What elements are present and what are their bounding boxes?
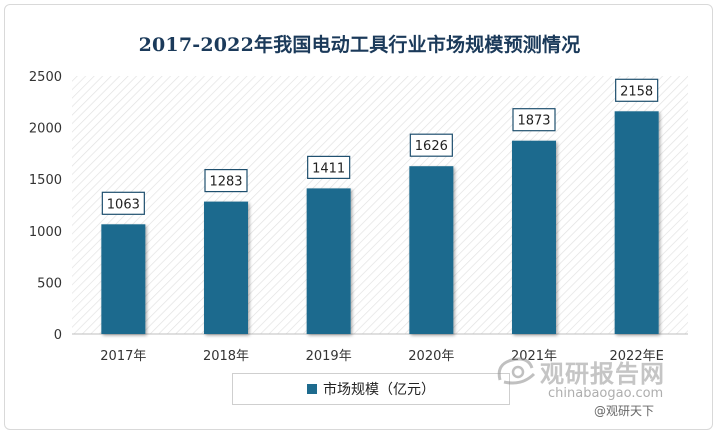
legend-label: 市场规模（亿元） [323, 381, 435, 397]
data-label: 1626 [415, 139, 448, 154]
watermark-url: chinabaogao.com [548, 386, 664, 401]
data-label-box [615, 78, 659, 102]
data-label-box [409, 133, 453, 157]
bar [512, 140, 556, 334]
x-tick-label: 2018年 [203, 349, 249, 364]
watermark-logo-icon [497, 357, 536, 385]
y-tick-label: 1500 [29, 173, 62, 188]
data-label-box [101, 191, 145, 215]
data-label-box [204, 168, 248, 193]
y-tick-label: 500 [37, 276, 62, 291]
bar [306, 188, 351, 334]
plot-area-background [72, 76, 688, 334]
chart-title: 2017-2022年我国电动工具行业市场规模预测情况 [138, 34, 581, 56]
bar [409, 166, 454, 334]
data-label: 1283 [209, 175, 242, 190]
x-tick-label: 2020年 [408, 349, 454, 364]
data-label: 1873 [517, 114, 550, 129]
data-label-box [512, 108, 556, 132]
x-tick-label: 2022年E [610, 349, 664, 364]
chart-legend: 市场规模（亿元） [232, 373, 510, 405]
y-tick-label: 1000 [29, 225, 62, 240]
y-tick-label: 0 [54, 328, 62, 343]
data-label: 1411 [312, 161, 345, 176]
x-tick-label: 2019年 [306, 349, 352, 364]
watermark-source: @观研天下 [594, 404, 655, 418]
data-label: 2158 [620, 84, 653, 99]
watermark-brand: 观研报告网 [540, 360, 665, 388]
bar [614, 111, 659, 334]
y-tick-label: 2000 [29, 122, 62, 137]
data-label: 1063 [107, 197, 140, 212]
x-tick-label: 2017年 [100, 349, 146, 364]
bar [101, 224, 146, 334]
bar [204, 201, 248, 334]
legend-swatch [307, 384, 317, 394]
y-tick-label: 2500 [29, 70, 62, 85]
data-label-box [307, 155, 351, 179]
